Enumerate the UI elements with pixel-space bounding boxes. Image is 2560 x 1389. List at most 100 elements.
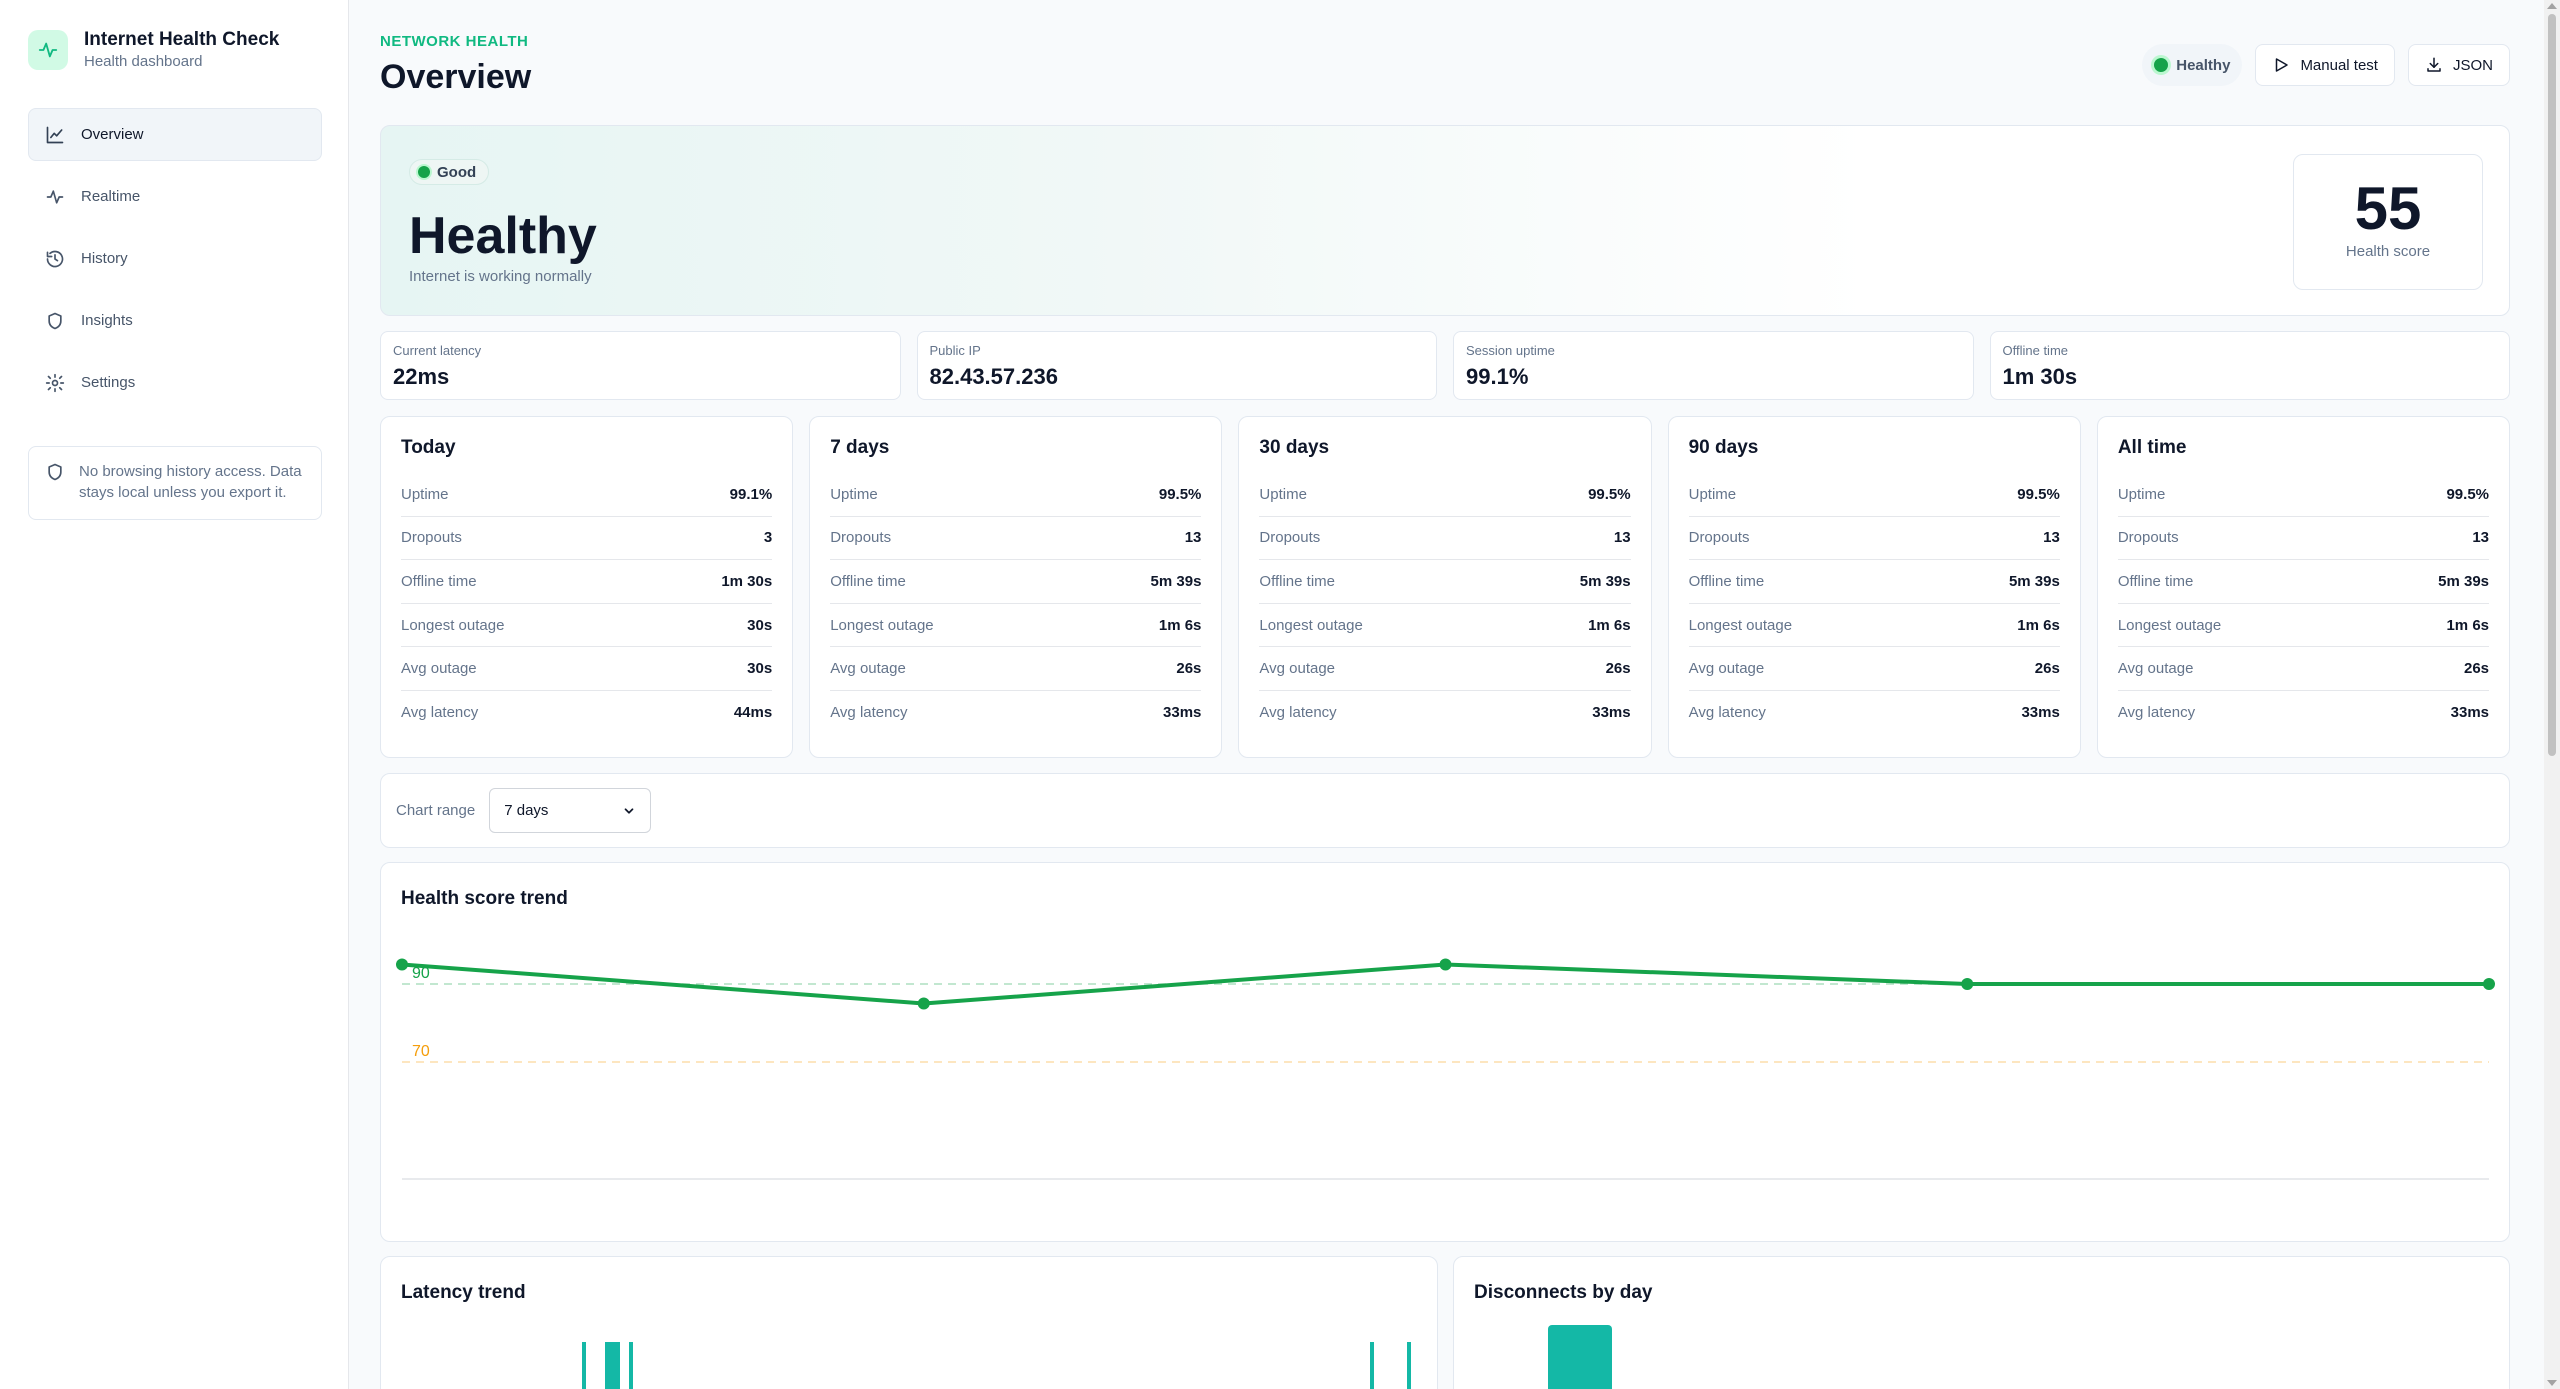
kpi-row: Current latency 22ms Public IP 82.43.57.…	[380, 331, 2510, 400]
stat-label: Offline time	[401, 572, 477, 590]
period-title: Today	[401, 437, 456, 458]
stat-value: 1m 6s	[1158, 616, 1202, 634]
stat-row: Offline time 5m 39s	[2117, 560, 2490, 604]
sidebar-item-realtime[interactable]: Realtime	[28, 170, 322, 223]
stat-value: 1m 6s	[2446, 616, 2490, 634]
chart-title: Latency trend	[401, 1282, 526, 1303]
kpi-label: Offline time	[2002, 343, 2069, 358]
stat-label: Longest outage	[401, 616, 505, 634]
stat-label: Avg outage	[2117, 660, 2194, 678]
health-score-point[interactable]	[1439, 958, 1452, 971]
stat-row: Dropouts 13	[2117, 517, 2490, 561]
sidebar-item-history[interactable]: History	[28, 232, 322, 285]
chart-range-select[interactable]: 7 days	[489, 788, 652, 833]
health-score-value: 55	[2354, 175, 2422, 242]
brand[interactable]: Internet Health Check Health dashboard	[28, 28, 279, 72]
health-badge-label: Good	[437, 163, 477, 181]
stat-row: Longest outage 30s	[401, 604, 773, 648]
app-subtitle: Health dashboard	[84, 53, 203, 70]
health-score-point[interactable]	[396, 958, 408, 971]
stat-label: Offline time	[2117, 572, 2194, 590]
stat-row: Avg outage 30s	[401, 647, 773, 691]
stat-value: 1m 6s	[2017, 616, 2060, 634]
reference-line-label: 90	[412, 965, 430, 982]
gear-icon	[44, 372, 66, 394]
app-title: Internet Health Check	[84, 29, 280, 50]
sidebar-item-label: Realtime	[81, 188, 141, 205]
kpi-value: 99.1%	[1466, 364, 1529, 389]
period-title: All time	[2117, 437, 2187, 458]
kpi-value: 22ms	[393, 364, 450, 389]
status-text: Healthy	[2176, 56, 2231, 74]
stat-value: 13	[2472, 529, 2490, 547]
stat-value: 33ms	[1163, 704, 1202, 722]
kpi-public-ip: Public IP 82.43.57.236	[916, 331, 1437, 400]
health-status-title: Healthy	[409, 207, 597, 265]
export-json-button[interactable]: JSON	[2407, 44, 2510, 86]
stat-row: Uptime 99.5%	[1688, 473, 2060, 517]
stat-row: Uptime 99.5%	[1259, 473, 1631, 517]
sidebar-item-overview[interactable]: Overview	[28, 108, 322, 161]
stat-value: 13	[1184, 529, 1202, 547]
stat-label: Offline time	[1259, 572, 1335, 590]
stat-label: Avg outage	[830, 660, 906, 678]
stat-row: Offline time 5m 39s	[1688, 560, 2060, 604]
reference-line-label: 70	[412, 1043, 430, 1060]
stat-label: Avg outage	[1688, 660, 1765, 678]
stat-value: 26s	[1605, 660, 1631, 678]
kpi-value: 1m 30s	[2002, 364, 2078, 389]
latency-bar	[629, 1342, 633, 1389]
stat-label: Uptime	[830, 485, 878, 503]
health-badge: Good	[409, 159, 490, 185]
period-title: 30 days	[1259, 437, 1330, 458]
stat-row: Dropouts 13	[1259, 517, 1631, 561]
period-card: All time Uptime 99.5% Dropouts 13 Offline tim…	[2096, 416, 2511, 758]
disconnect-bar	[1548, 1325, 1612, 1389]
stat-row: Dropouts 3	[401, 517, 773, 561]
stat-row: Avg latency 33ms	[2118, 691, 2489, 735]
scroll-down-icon[interactable]	[2547, 1380, 2557, 1386]
stat-row: Avg latency 33ms	[1259, 691, 1630, 735]
period-stats: Today Uptime 99.1% Dropouts 3 Offline time 1m …	[380, 416, 2511, 758]
stat-row: Avg latency 33ms	[830, 691, 1201, 735]
stat-label: Avg latency	[2117, 704, 2196, 722]
stat-value: 1m 6s	[1588, 616, 1631, 634]
latency-trend-card: Latency trend	[380, 1256, 1438, 1389]
manual-test-button[interactable]: Manual test	[2255, 44, 2395, 86]
period-title: 7 days	[830, 437, 890, 458]
stat-value: 5m 39s	[1150, 572, 1202, 590]
sidebar-item-label: History	[81, 250, 128, 267]
period-title: 90 days	[1688, 437, 1759, 458]
section-eyebrow: NETWORK HEALTH	[380, 33, 529, 50]
health-score-chart: 90 70	[396, 958, 2495, 1180]
export-json-label: JSON	[2452, 56, 2493, 74]
chart-range-label: Chart range	[396, 802, 476, 819]
stat-label: Dropouts	[2117, 529, 2179, 547]
stat-value: 5m 39s	[1579, 572, 1631, 590]
health-score-point[interactable]	[2483, 978, 2495, 990]
chart-title: Disconnects by day	[1474, 1282, 1653, 1303]
privacy-text: No browsing history access. Data stays l…	[79, 463, 302, 501]
stat-value: 30s	[747, 660, 773, 678]
health-score-point[interactable]	[917, 997, 930, 1010]
sidebar-item-insights[interactable]: Insights	[28, 294, 322, 347]
stat-value: 99.5%	[2017, 485, 2060, 503]
stat-value: 44ms	[733, 704, 773, 722]
sidebar-item-label: Overview	[81, 126, 144, 143]
stat-value: 99.5%	[1588, 485, 1631, 503]
health-score-point[interactable]	[1961, 978, 1974, 990]
stat-label: Longest outage	[830, 616, 934, 634]
sidebar-item-settings[interactable]: Settings	[28, 356, 322, 409]
stat-value: 30s	[747, 616, 773, 634]
scroll-up-icon[interactable]	[2547, 3, 2557, 9]
health-hero: Good Healthy Internet is working normall…	[380, 125, 2510, 316]
header-actions: Healthy Manual test JSON	[2142, 44, 2510, 86]
download-icon	[2427, 57, 2441, 72]
scroll-thumb[interactable]	[2548, 14, 2556, 756]
stat-label: Avg latency	[401, 704, 479, 722]
stat-value: 13	[1613, 529, 1631, 547]
play-icon	[2276, 58, 2289, 72]
page-scrollbar[interactable]	[2544, 0, 2560, 1389]
stat-label: Dropouts	[830, 529, 892, 547]
sidebar-item-label: Insights	[81, 312, 133, 329]
